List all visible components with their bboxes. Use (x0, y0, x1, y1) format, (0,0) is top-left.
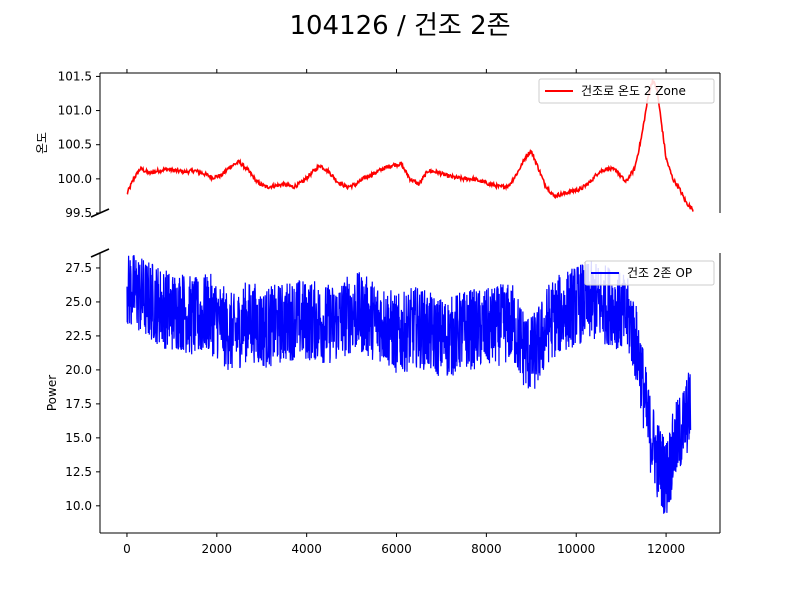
temperature-line (126, 79, 694, 212)
temperature-legend-label: 건조로 온도 2 Zone (581, 84, 686, 98)
power-x-tick-label: 0 (123, 542, 131, 556)
axis-break-mark (90, 248, 110, 258)
power-x-tick-label: 8000 (471, 542, 502, 556)
power-y-axis-label: Power (45, 375, 59, 411)
temperature-y-tick-label: 100.0 (58, 172, 92, 186)
chart-title: 104126 / 건조 2존 (289, 11, 510, 41)
power-series (126, 255, 692, 514)
power-x-ticks: 0 2000 4000 6000 8000 10000 12000 (123, 533, 685, 556)
power-y-ticks: 10.0 12.5 15.0 17.5 20.0 22.5 25.0 27.5 (65, 261, 100, 513)
temperature-y-ticks: 99.5 100.0 100.5 101.0 101.5 (58, 69, 100, 220)
power-line (126, 255, 692, 514)
temperature-y-tick-label: 101.5 (58, 69, 92, 83)
power-x-tick-label: 12000 (647, 542, 685, 556)
power-y-tick-label: 10.0 (65, 499, 92, 513)
axis-break-mark (90, 208, 110, 218)
power-x-tick-label: 10000 (557, 542, 595, 556)
temperature-y-tick-label: 100.5 (58, 138, 92, 152)
power-y-tick-label: 22.5 (65, 329, 92, 343)
temperature-y-axis-label: 온도 (35, 132, 49, 154)
power-x-tick-label: 4000 (291, 542, 322, 556)
temperature-legend-box (538, 78, 715, 104)
power-legend-label: 건조 2존 OP (627, 266, 692, 280)
power-y-tick-label: 27.5 (65, 261, 92, 275)
temperature-series (126, 79, 694, 212)
power-y-tick-label: 12.5 (65, 465, 92, 479)
temperature-x-ticks (126, 69, 667, 73)
power-y-tick-label: 15.0 (65, 431, 92, 445)
temperature-panel: 99.5 100.0 100.5 101.0 101.5 온도 건조로 온도 2 Zon… (35, 69, 721, 220)
power-legend: 건조 2존 OP (584, 260, 715, 286)
temperature-y-tick-label: 101.0 (58, 104, 92, 118)
power-x-tick-label: 6000 (381, 542, 412, 556)
axis-break-marks (90, 208, 110, 258)
power-y-tick-label: 20.0 (65, 363, 92, 377)
power-x-tick-label: 2000 (202, 542, 233, 556)
temperature-legend: 건조로 온도 2 Zone (538, 78, 715, 104)
power-y-tick-label: 25.0 (65, 295, 92, 309)
power-y-tick-label: 17.5 (65, 397, 92, 411)
power-legend-box (584, 260, 715, 286)
power-panel: 10.0 12.5 15.0 17.5 20.0 22.5 25.0 27.5 0 2000 40… (45, 253, 721, 556)
temperature-y-tick-label: 99.5 (65, 206, 92, 220)
